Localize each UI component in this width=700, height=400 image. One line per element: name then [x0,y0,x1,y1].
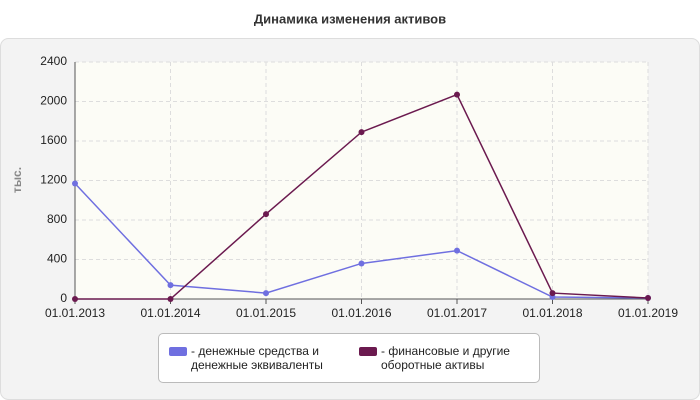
legend-item: - финансовые и другие оборотные активы [359,344,529,372]
y-tick-label: 800 [47,212,67,226]
data-point [263,290,269,297]
chart-title: Динамика изменения активов [254,11,446,26]
y-tick-label: 1600 [40,133,67,147]
y-tick-label: 0 [60,291,67,305]
legend-label: - финансовые и другие оборотные активы [381,344,510,372]
data-point [549,290,556,297]
x-tick-label: 01.01.2013 [45,306,105,320]
x-tick-label: 01.01.2018 [522,306,582,320]
data-point [72,296,78,302]
legend-swatch [169,347,187,356]
y-tick-label: 2400 [40,54,67,68]
data-point [167,296,174,302]
data-point [358,129,365,136]
data-point [645,295,651,302]
legend-label: - денежные средства и денежные эквивален… [191,344,323,372]
x-tick-label: 01.01.2015 [236,306,296,320]
y-tick-label: 1200 [40,173,67,187]
legend-swatch [359,347,377,356]
legend: - денежные средства и денежные эквивален… [158,333,540,383]
y-tick-label: 400 [47,252,67,266]
data-point [263,211,269,218]
x-tick-label: 01.01.2019 [618,306,678,320]
data-point [167,282,174,289]
data-point [72,180,78,187]
x-tick-label: 01.01.2014 [140,306,200,320]
x-tick-label: 01.01.2016 [331,306,391,320]
data-point [454,91,460,98]
y-axis-label: тыс. [10,167,24,193]
legend-item: - денежные средства и денежные эквивален… [169,344,339,372]
y-tick-label: 2000 [40,94,67,108]
x-tick-label: 01.01.2017 [427,306,487,320]
data-point [358,260,365,267]
data-point [454,247,460,254]
